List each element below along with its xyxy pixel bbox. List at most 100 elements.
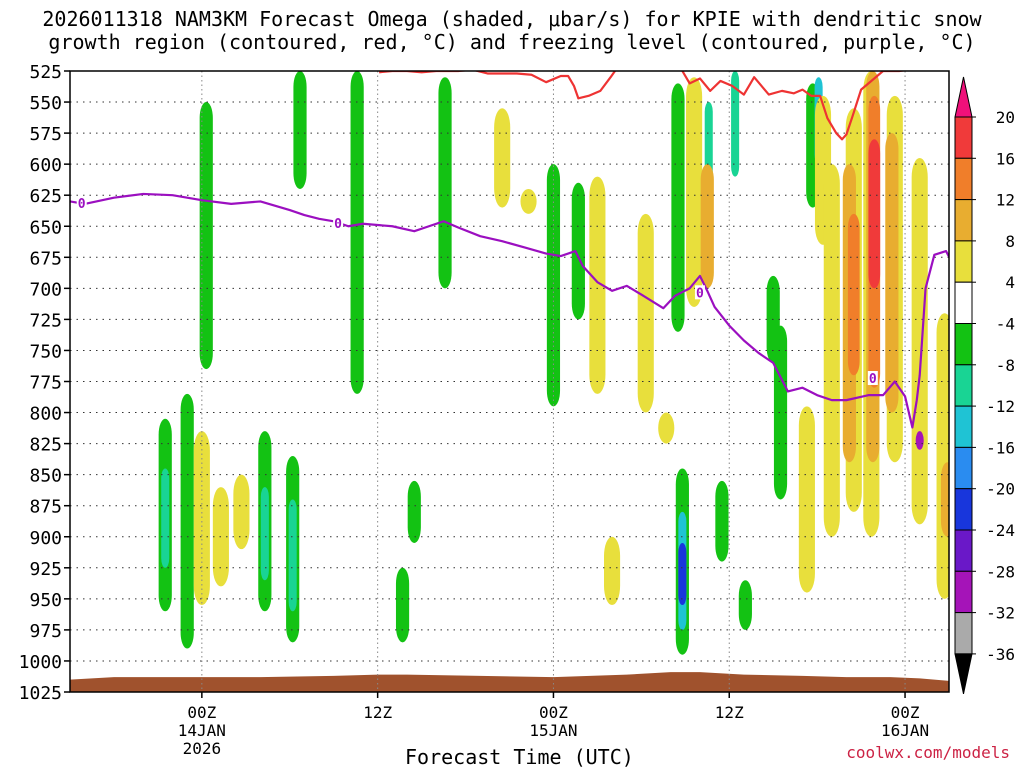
colorbar-label: 12 [996,191,1015,210]
colorbar-swatch [954,157,973,201]
x-tick-label: 00Z [187,703,216,722]
omega-cell [438,77,452,289]
contours: 0 0 0 0 [70,71,949,429]
colorbar-swatch [954,323,973,366]
y-tick-label: 725 [29,310,62,331]
colorbar-label: 20 [996,108,1015,127]
omega-cell [731,71,740,177]
omega-cell [546,164,561,407]
contour-label-bg [694,285,705,300]
omega-cell [293,71,307,189]
y-axis: 525 550 575 600 625 650 675 700 725 750 775 800 825 8… [19,62,70,704]
y-tick-label: 775 [29,373,62,394]
colorbar-arrow-top [954,76,973,118]
y-tick-label: 800 [29,404,62,425]
y-tick-label: 850 [29,466,62,487]
y-tick-label: 975 [29,621,62,642]
omega-cell [911,157,928,525]
y-tick-label: 575 [29,124,62,145]
y-tick-label: 925 [29,559,62,580]
omega-cell [199,102,213,370]
omega-cell [395,567,410,643]
y-tick-label: 600 [29,155,62,176]
y-tick-label: 550 [29,93,62,114]
colorbar-label: -32 [986,604,1015,623]
freezing-level-contour [70,192,949,429]
y-tick-label: 700 [29,279,62,300]
y-tick-label: 950 [29,590,62,611]
omega-cell [738,580,752,630]
omega-cell [637,213,654,413]
x-tick-label: 12Z [363,703,392,722]
colorbar-swatch [954,612,973,655]
contour-label: 0 [334,217,342,232]
y-tick-label: 900 [29,528,62,549]
y-tick-label: 525 [29,62,62,83]
y-tick-label: 750 [29,341,62,362]
x-tick-label: 00Z [539,703,568,722]
omega-cell [161,468,170,568]
omega-cell [260,487,269,581]
y-tick-label: 825 [29,435,62,456]
colorbar-label: -36 [986,645,1015,664]
site-credit: coolwx.com/models [846,743,1010,762]
omega-cell [798,406,815,593]
chart-title-line-1: 2026011318 NAM3KM Forecast Omega (shaded… [42,7,982,31]
contour-label: 0 [869,372,877,387]
dendritic-growth-contour [379,71,616,100]
omega-cell [847,213,860,376]
y-tick-label: 675 [29,248,62,269]
omega-cell [571,182,585,320]
omega-cell [658,412,675,444]
x-tick-label: 15JAN [529,721,577,740]
omega-cell [715,480,729,562]
omega-cell [885,133,899,413]
dendritic-growth-contour [681,71,909,141]
x-tick-label: 14JAN [178,721,226,740]
colorbar: 20 16 12 8 4 -4 -8 -12 -16 -20 -24 -28 -32 -36 [954,76,1015,695]
colorbar-swatch [954,364,973,407]
gridlines [70,71,949,692]
x-tick-label: 2026 [183,739,222,758]
omega-cell [868,139,881,289]
omega-cell [407,480,421,543]
colorbar-label: -28 [986,562,1015,581]
y-tick-label: 625 [29,186,62,207]
omega-cell [193,431,210,606]
omega-cell [940,462,949,537]
colorbar-label: -8 [996,356,1015,375]
colorbar-label: -24 [986,521,1015,540]
colorbar-label: 16 [996,149,1015,168]
omega-cell [288,499,297,612]
omega-cell [589,176,606,394]
y-tick-label: 1000 [19,652,62,673]
contour-label-bg [333,215,344,230]
colorbar-label: -4 [996,315,1015,334]
x-tick-label: 00Z [891,703,920,722]
y-tick-label: 875 [29,497,62,518]
omega-cell [671,83,685,332]
omega-cell [520,188,537,214]
chart-title-line-2: growth region (contoured, red, °C) and f… [48,30,976,54]
omega-cell [233,474,250,550]
y-tick-label: 650 [29,217,62,238]
colorbar-swatch [954,281,973,325]
colorbar-swatch [954,240,973,283]
colorbar-swatch [954,529,973,572]
omega-cell [180,393,194,649]
colorbar-label: 8 [1005,232,1015,251]
colorbar-swatch [954,116,973,159]
colorbar-swatch [954,570,973,614]
terrain-fill [70,672,949,692]
colorbar-swatch [954,446,973,490]
colorbar-label: -12 [986,397,1015,416]
colorbar-swatch [954,199,973,242]
contour-label-bg [867,371,878,386]
colorbar-label: -16 [986,438,1015,457]
colorbar-swatch [954,405,973,448]
contour-label-bg [76,195,87,210]
colorbar-swatch [954,488,973,531]
contour-label: 0 [696,286,704,301]
